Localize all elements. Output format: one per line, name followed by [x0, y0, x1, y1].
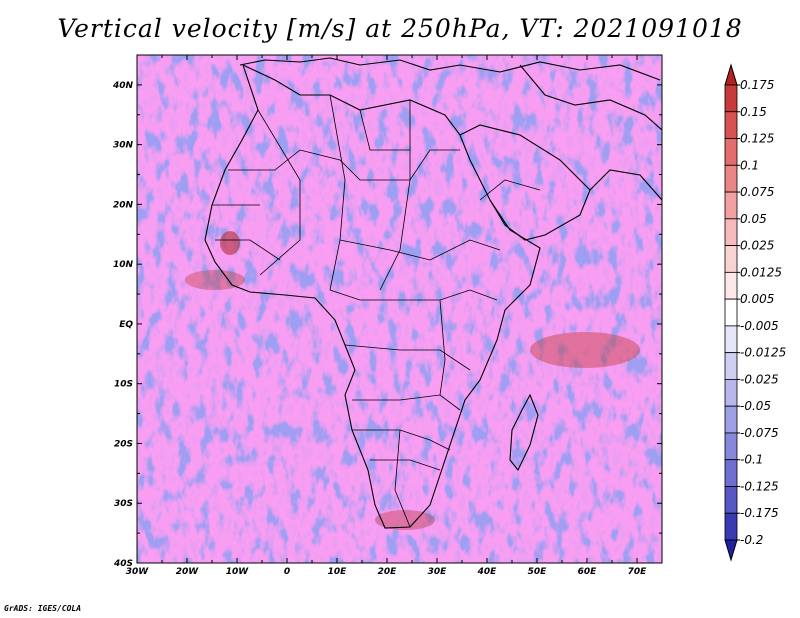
- colorbar-label: 0.175: [740, 78, 774, 92]
- colorbar-swatch: [724, 379, 738, 407]
- colorbar-swatch: [724, 459, 738, 487]
- credit-label: GrADS: IGES/COLA: [4, 604, 82, 613]
- colorbar-label: 0.05: [740, 212, 767, 226]
- colorbar-swatch: [724, 405, 738, 434]
- colorbar-label: 0.075: [740, 185, 774, 199]
- lon-label: 60E: [578, 567, 598, 577]
- lon-label: 30W: [126, 567, 150, 577]
- colorbar-swatch: [724, 432, 738, 461]
- coastlines: [204, 57, 662, 529]
- lat-label: EQ: [119, 320, 133, 330]
- colorbar-label: -0.1: [740, 453, 763, 467]
- colorbar-label: 0.025: [740, 239, 774, 253]
- colorbar-label: -0.075: [740, 426, 779, 440]
- colorbar-swatch: [724, 512, 738, 541]
- latitude-labels: 40N 30N 20N 10N EQ 10S 20S 30S 40S: [112, 81, 134, 569]
- colorbar-swatch: [724, 111, 738, 139]
- lat-label: 20N: [113, 200, 134, 210]
- colorbar-swatch: [724, 486, 738, 514]
- lon-label: 40E: [477, 567, 498, 577]
- lat-label: 40S: [113, 559, 133, 569]
- lon-label: 20W: [176, 567, 200, 577]
- lon-label: 10W: [226, 567, 250, 577]
- longitude-labels: 30W 20W 10W 0 10E 20E 30E 40E 50E 60E 70E: [126, 567, 647, 577]
- lat-label: 30S: [114, 499, 133, 509]
- colorbar-label: -0.2: [740, 533, 763, 547]
- colorbar-swatch: [724, 298, 738, 327]
- axis-ticks: [136, 54, 663, 564]
- colorbar-labels: 0.175 0.15 0.125 0.1 0.075 0.05 0.025 0.0125 0.0…: [740, 78, 786, 547]
- lon-label: 70E: [628, 567, 648, 577]
- colorbar-bottom-arrow: [724, 539, 738, 562]
- lat-label: 10N: [113, 260, 134, 270]
- colorbar-label: 0.1: [740, 158, 759, 172]
- colorbar-swatch: [724, 245, 738, 273]
- colorbar-swatch: [724, 191, 738, 220]
- colorbar-top-arrow: [724, 63, 738, 86]
- colorbar-swatch: [724, 325, 738, 354]
- colorbar-swatch: [724, 352, 738, 380]
- colorbar-swatch: [724, 138, 738, 166]
- colorbar-swatch: [724, 218, 738, 246]
- colorbar-label: -0.175: [740, 506, 779, 520]
- lat-label: 30N: [113, 141, 134, 151]
- lon-label: 20E: [378, 567, 398, 577]
- colorbar-label: -0.05: [740, 399, 771, 413]
- lon-label: 30E: [428, 567, 448, 577]
- colorbar-swatch: [724, 164, 738, 193]
- colorbar-label: 0.15: [740, 105, 767, 119]
- lat-label: 20S: [114, 439, 133, 449]
- vertical-velocity-field: [137, 55, 662, 563]
- colorbar-swatch: [724, 84, 738, 113]
- map-frame: [136, 54, 663, 564]
- colorbar-label: -0.0125: [740, 346, 786, 360]
- colorbar: [724, 63, 740, 562]
- map-title: Vertical velocity [m/s] at 250hPa, VT: 2…: [57, 14, 743, 43]
- lat-label: 40N: [112, 81, 134, 91]
- colorbar-swatch: [724, 271, 738, 300]
- colorbar-label: -0.005: [740, 319, 779, 333]
- colorbar-label: -0.125: [740, 479, 779, 493]
- colorbar-label: 0.005: [740, 292, 774, 306]
- colorbar-label: -0.025: [740, 372, 779, 386]
- lon-label: 10E: [328, 567, 348, 577]
- lon-label: 50E: [528, 567, 548, 577]
- lon-label: 0: [284, 567, 290, 577]
- colorbar-label: 0.0125: [740, 265, 782, 279]
- country-borders: [212, 94, 541, 528]
- lat-label: 10S: [114, 380, 133, 390]
- colorbar-label: 0.125: [740, 132, 774, 146]
